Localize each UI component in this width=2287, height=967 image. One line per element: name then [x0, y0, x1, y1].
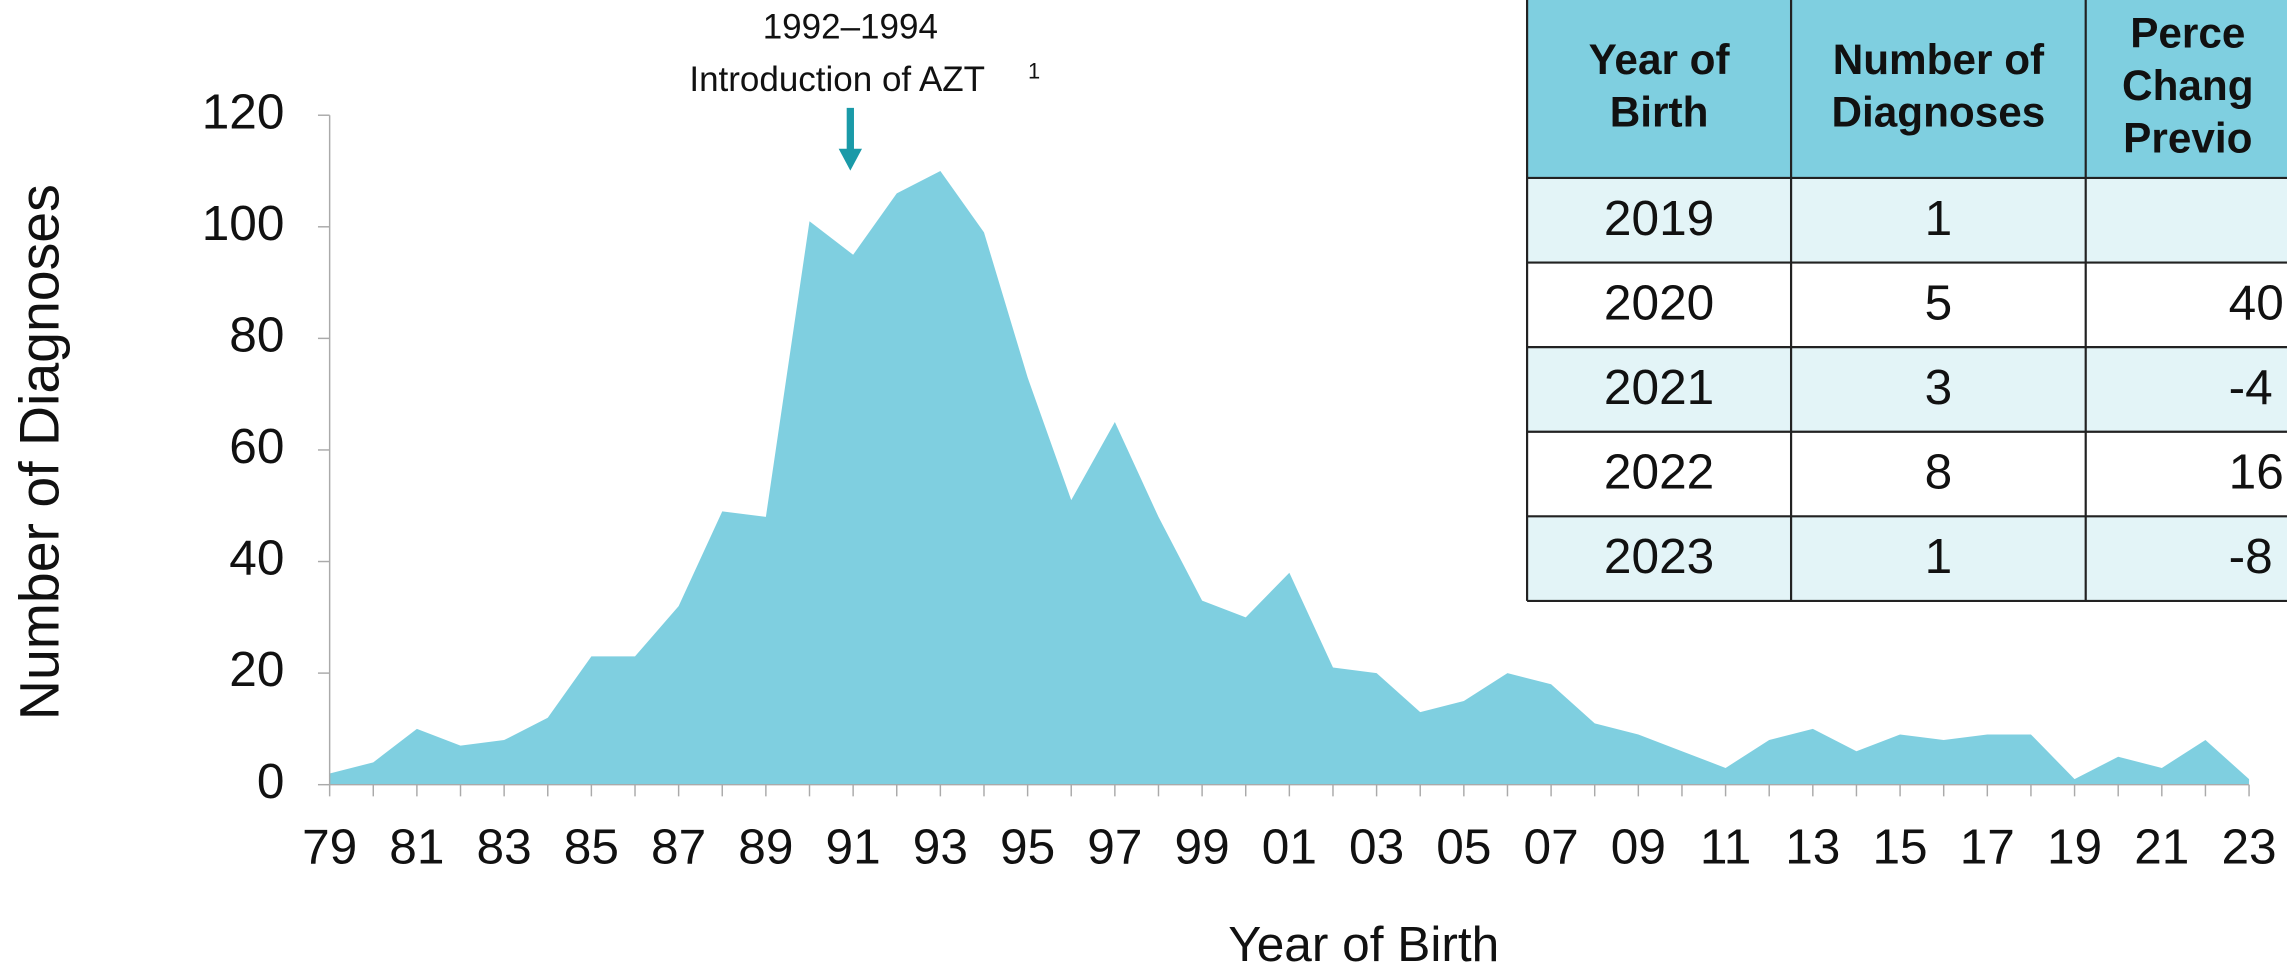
y-tick-label: 20: [229, 641, 284, 697]
table-row-bg: [1527, 516, 2287, 601]
table-cell: 3: [1925, 359, 1953, 415]
x-tick-label: 93: [913, 818, 968, 874]
x-tick-label: 87: [651, 818, 706, 874]
table-cell: 2023: [1604, 528, 1714, 584]
x-tick-label: 91: [826, 818, 881, 874]
y-tick-label: 80: [229, 306, 284, 362]
x-tick-label: 05: [1436, 818, 1491, 874]
x-tick-label: 15: [1872, 818, 1927, 874]
x-tick-label: 95: [1000, 818, 1055, 874]
table-header-cell: Chang: [2122, 62, 2254, 109]
x-tick-label: 19: [2047, 818, 2102, 874]
table-header-bg: [1527, 0, 2287, 178]
area: [329, 171, 2250, 785]
y-tick-label: 40: [229, 530, 284, 586]
annotation-text: Introduction of AZT: [689, 60, 985, 99]
table-row-bg: [1527, 262, 2287, 348]
table-header-cell: Perce: [2130, 10, 2245, 57]
y-tick-label: 100: [202, 195, 285, 251]
table-header-cell: Birth: [1610, 88, 1709, 135]
x-tick-label: 85: [564, 818, 619, 874]
x-tick-label: 03: [1349, 818, 1404, 874]
y-tick-label: 120: [202, 83, 285, 139]
x-tick-label: 79: [302, 818, 357, 874]
x-tick-label: 17: [1960, 818, 2015, 874]
x-tick-label: 83: [477, 818, 532, 874]
x-tick-label: 11: [1700, 818, 1751, 874]
x-tick-label: 21: [2134, 818, 2189, 874]
x-tick-label: 99: [1175, 818, 1230, 874]
x-tick-label: 97: [1087, 818, 1142, 874]
table-header-cell: Number of: [1833, 36, 2045, 83]
x-tick-label: 07: [1524, 818, 1579, 874]
x-tick-label: 81: [389, 818, 444, 874]
table-cell: 2021: [1604, 359, 1714, 415]
table-row-bg: [1527, 431, 2287, 517]
x-tick-label: 09: [1611, 818, 1666, 874]
table-cell: 1: [1925, 528, 1953, 584]
annotation-superscript: 1: [1028, 59, 1040, 84]
annotation-years: 1992–1994: [763, 7, 938, 46]
table-header-cell: Diagnoses: [1831, 88, 2045, 135]
table-cell: 16: [2229, 444, 2284, 500]
y-axis-title: Number of Diagnoses: [8, 184, 70, 720]
table-cell: 2019: [1604, 190, 1714, 246]
y-tick-label: 0: [257, 753, 285, 809]
table-row-bg: [1527, 347, 2287, 432]
y-tick-label: 60: [229, 418, 284, 474]
table-cell: 2020: [1604, 274, 1714, 330]
table-cell: 1: [1925, 190, 1953, 246]
x-axis-title: Year of Birth: [1228, 916, 1499, 967]
table-cell: 2022: [1604, 444, 1714, 500]
table-cell: -8: [2229, 528, 2273, 584]
table-header-cell: Year of: [1589, 36, 1731, 83]
annotation-arrowhead: [838, 148, 863, 171]
table-header-cell: Previo: [2123, 115, 2252, 162]
x-tick-label: 13: [1785, 818, 1840, 874]
table-cell: 5: [1925, 274, 1953, 330]
x-tick-label: 23: [2221, 818, 2276, 874]
table-cell: 8: [1925, 444, 1953, 500]
table-cell: -4: [2229, 359, 2273, 415]
table-cell: 40: [2229, 274, 2284, 330]
table-row-bg: [1527, 177, 2287, 263]
x-tick-label: 89: [738, 818, 793, 874]
x-tick-label: 01: [1262, 818, 1317, 874]
